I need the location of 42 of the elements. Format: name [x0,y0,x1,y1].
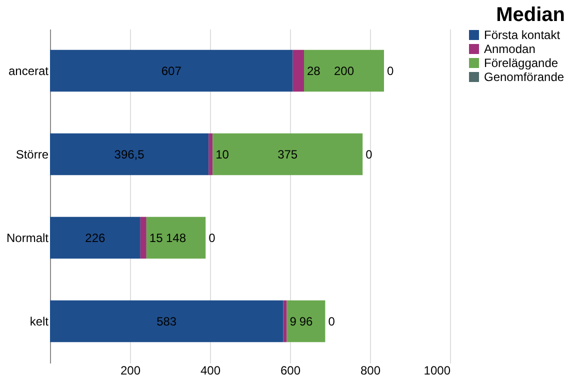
data-label: 396,5 [114,147,145,162]
data-label: 200 [334,64,354,78]
bar [50,50,293,92]
data-label: 148 [166,230,186,245]
legend-label: Genomförande [484,70,564,84]
bar [283,300,287,342]
x-tick-label: 200 [120,364,141,378]
data-label: 9 [290,314,297,328]
bar [146,216,206,259]
data-label: 0 [208,230,216,245]
bar [140,216,146,259]
bar [286,300,326,342]
data-label: 28 [307,64,321,78]
data-label: 375 [278,147,298,162]
data-label: 226 [85,230,106,245]
data-label: 0 [328,314,336,328]
legend-label: Första kontakt [484,28,561,42]
bar [212,133,363,176]
bar [292,50,304,92]
data-label: 0 [366,147,373,162]
data-label: 96 [299,314,313,328]
data-label: 0 [387,64,394,78]
y-tick-label: Normalt [6,230,50,245]
bar [50,133,209,176]
bar [304,50,384,92]
data-label: 583 [156,314,177,328]
text: Median [496,4,565,26]
y-tick-label: ancerat [8,64,50,78]
x-tick-label: 800 [360,364,381,378]
legend-label: Anmodan [484,42,536,56]
legend-label: Föreläggande [484,56,558,70]
data-label: 607 [161,64,182,78]
x-tick-label: 600 [280,364,301,378]
bar [50,216,140,259]
x-tick-label: 400 [200,364,221,378]
bar [50,300,284,342]
x-tick-label: 1000 [424,364,451,378]
y-tick-label: kelt [30,314,50,328]
data-label: 15 [149,230,164,245]
data-label: 10 [216,147,230,162]
bar [208,133,213,176]
y-tick-label: Större [16,147,49,162]
